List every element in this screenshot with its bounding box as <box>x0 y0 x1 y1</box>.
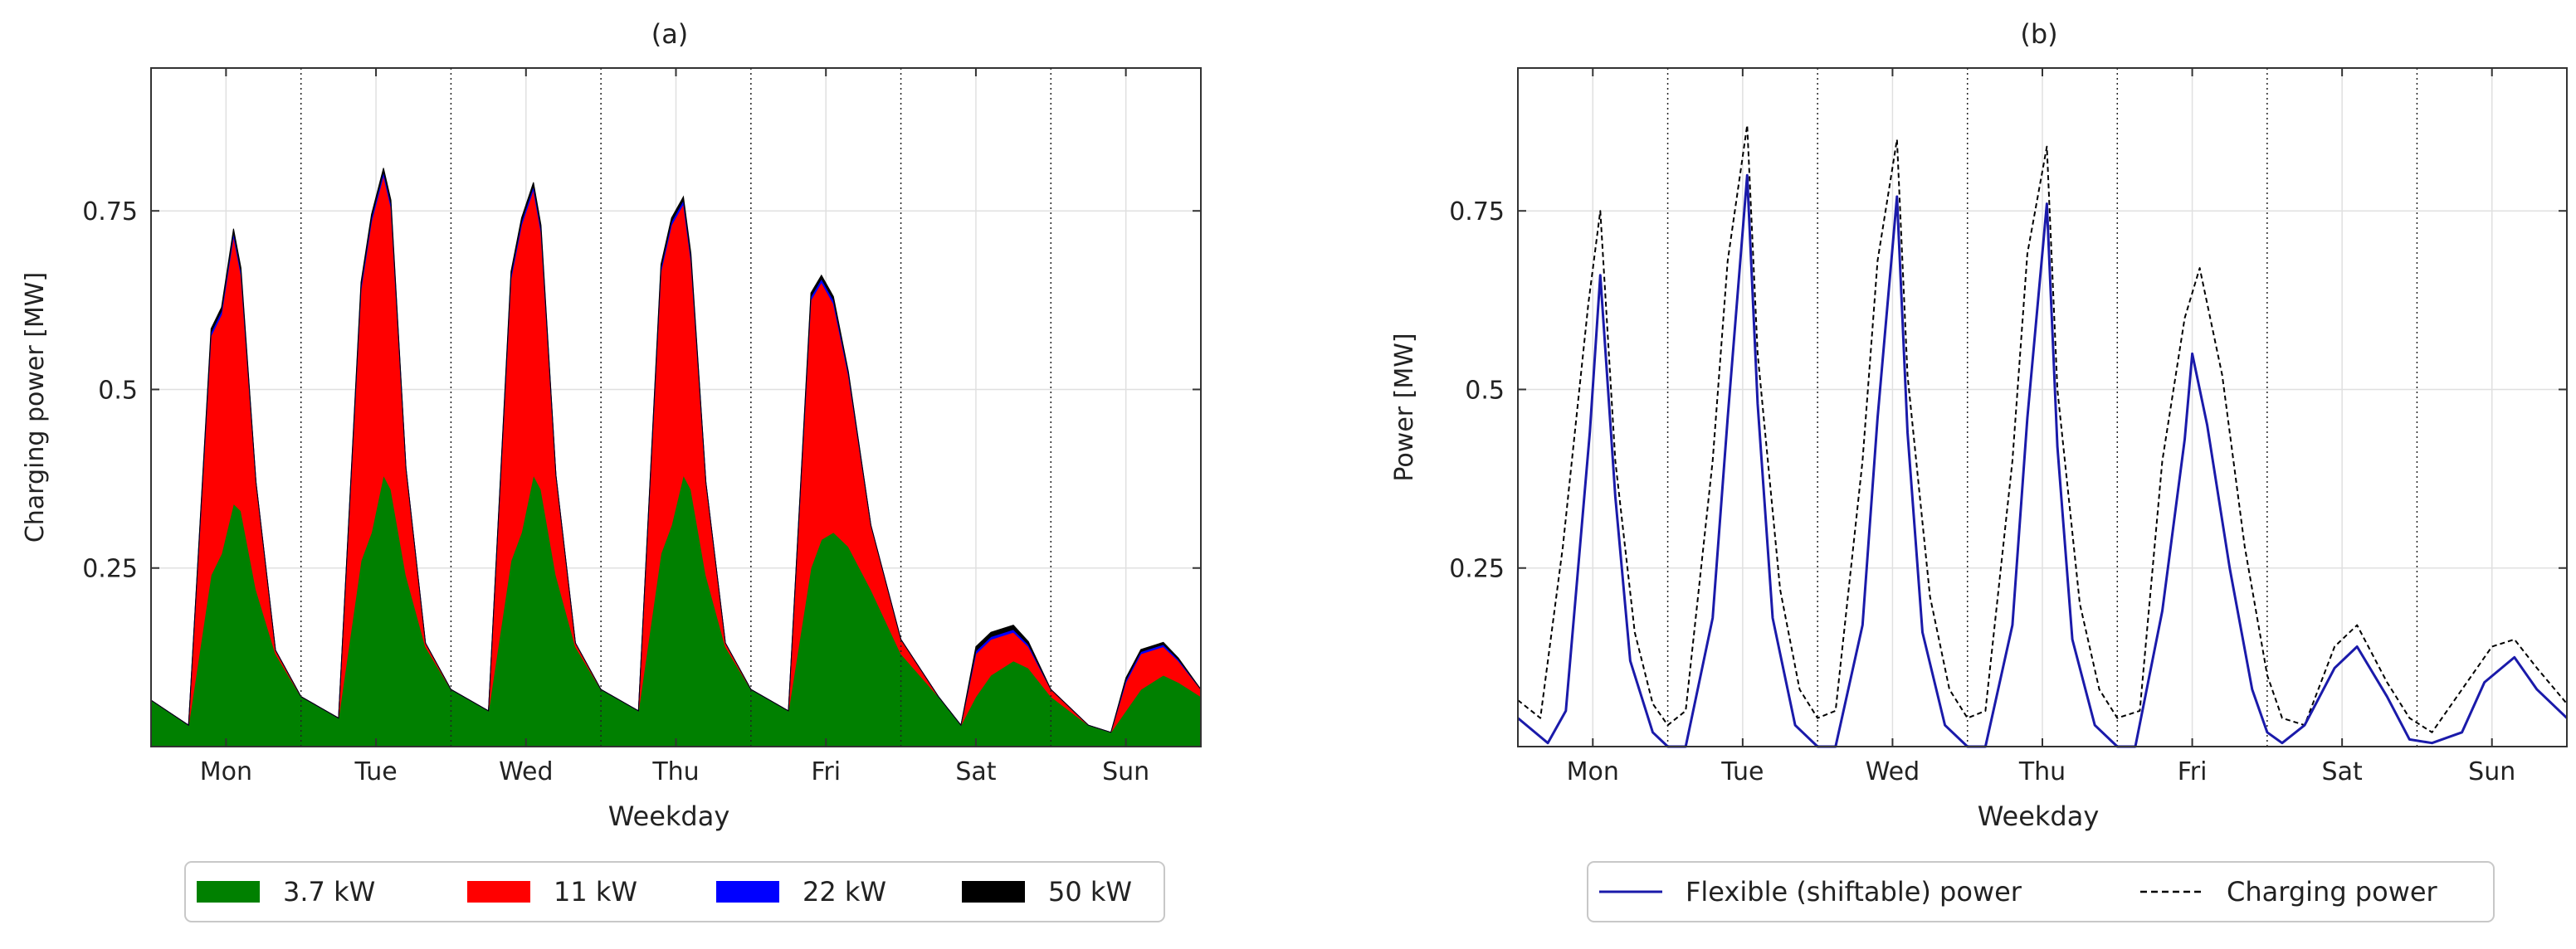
y-tick-label: 0.5 <box>1465 376 1505 405</box>
panel-a-title: (a) <box>651 18 689 50</box>
x-tick-label-tue: Tue <box>1720 757 1764 786</box>
panel-b-title: (b) <box>2020 18 2057 50</box>
panel-a-y-ticks: 0.25 0.5 0.75 <box>82 197 1201 584</box>
x-tick-label-tue: Tue <box>354 757 397 786</box>
legend-label-22kw: 22 kW <box>803 876 886 908</box>
x-tick-label-wed: Wed <box>1866 757 1920 786</box>
panel-a-y-label: Charging power [MW] <box>21 272 50 543</box>
y-tick-label: 0.75 <box>82 197 138 226</box>
x-tick-label-mon: Mon <box>1567 757 1619 786</box>
x-tick-label-wed: Wed <box>499 757 553 786</box>
chart-panel-b: (b) 0.25 0.5 0.75 Mon Tue Wed Thu Fri Sat Sun We… <box>1390 18 2569 922</box>
x-tick-label-fri: Fri <box>2178 757 2208 786</box>
x-tick-label-sat: Sat <box>2322 757 2363 786</box>
y-tick-label: 0.25 <box>82 555 138 584</box>
panel-a-legend-box <box>184 861 1165 922</box>
line-series-charging-power <box>1517 124 2568 733</box>
x-tick-label-fri: Fri <box>811 757 841 786</box>
legend-swatch-11kw <box>467 881 530 903</box>
panel-b-grid <box>1518 68 2567 747</box>
x-tick-label-sat: Sat <box>955 757 996 786</box>
x-tick-label-mon: Mon <box>200 757 252 786</box>
panel-a-x-ticks: Mon Tue Wed Thu Fri Sat Sun <box>200 68 1149 786</box>
legend-label-3-7kw: 3.7 kW <box>283 876 375 908</box>
legend-label-charging: Charging power <box>2227 876 2438 908</box>
panel-b-y-ticks: 0.25 0.5 0.75 <box>1449 197 2567 584</box>
x-tick-label-thu: Thu <box>651 757 699 786</box>
panel-b-legend-box <box>1587 861 2495 922</box>
panel-b-day-separators <box>1666 68 2418 747</box>
panel-b-x-label: Weekday <box>1978 801 2100 832</box>
y-tick-label: 0.5 <box>98 376 138 405</box>
panel-a-x-label: Weekday <box>608 801 730 832</box>
y-tick-label: 0.75 <box>1449 197 1505 226</box>
legend-label-11kw: 11 kW <box>554 876 637 908</box>
legend-swatch-22kw <box>716 881 779 903</box>
legend-swatch-50kw <box>962 881 1025 903</box>
area-series-3-7-kw <box>150 474 1202 747</box>
chart-panel-a: (a) 0.25 0.5 0.75 Mon Tue Wed Thu Fri Sat Sun We… <box>21 18 1202 922</box>
y-tick-label: 0.25 <box>1449 555 1505 584</box>
x-tick-label-thu: Thu <box>2018 757 2066 786</box>
panel-a-day-separators <box>300 68 1052 747</box>
panel-b-x-ticks: Mon Tue Wed Thu Fri Sat Sun <box>1567 68 2515 786</box>
legend-label-flexible: Flexible (shiftable) power <box>1686 876 2022 908</box>
legend-swatch-3-7kw <box>197 881 260 903</box>
x-tick-label-sun: Sun <box>2468 757 2515 786</box>
panel-b-legend: Flexible (shiftable) power Charging powe… <box>1587 861 2495 922</box>
x-tick-label-sun: Sun <box>1102 757 1149 786</box>
legend-label-50kw: 50 kW <box>1048 876 1132 908</box>
panel-a-areas <box>150 168 1202 747</box>
panel-a-legend: 3.7 kW 11 kW 22 kW 50 kW <box>184 861 1165 922</box>
panel-b-y-label: Power [MW] <box>1390 333 1419 481</box>
